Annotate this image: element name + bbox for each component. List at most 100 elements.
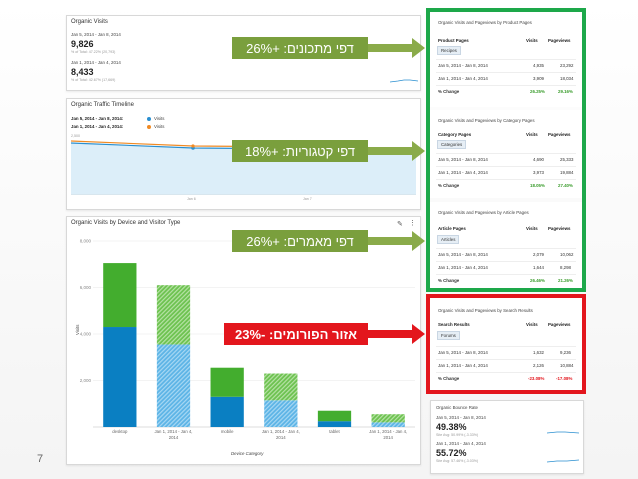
x-tick-label: 2014: [276, 435, 286, 440]
legend-metric: Visits: [154, 124, 165, 129]
x-tick-label: 2014: [169, 435, 179, 440]
col-header: Pageviews: [548, 322, 571, 327]
metric-value: 55.72%: [436, 448, 467, 458]
green-highlight-frame: [426, 8, 586, 292]
row-pageviews: 19,884: [560, 170, 574, 175]
bar-segment-series-1[interactable]: [156, 344, 191, 427]
category-pages-table: Organic Visits and Pageviews by Category…: [430, 110, 582, 198]
col-header: Visits: [526, 132, 538, 137]
x-tick-label: 2014: [383, 435, 393, 440]
metric-sub: % of Total: 47.22% (20,793): [71, 50, 116, 54]
bar-segment-series-2[interactable]: [210, 367, 244, 397]
x-tick-label: mobile: [221, 429, 234, 434]
filter-pill[interactable]: Categories: [437, 140, 467, 149]
table-row: Jan 5, 2014 - Jan 8, 2014 4,690 25,333: [436, 153, 576, 164]
legend-dates: Jan 1, 2014 - Jan 4, 2014:: [71, 124, 124, 129]
row-pageviews: 10,062: [560, 252, 574, 257]
callout-forums: אזור הפורומים: -23%: [224, 323, 368, 345]
table-row: Jan 5, 2014 - Jan 8, 2014 4,935 23,292: [436, 59, 576, 70]
col-header: Visits: [526, 38, 538, 43]
col-header: Pageviews: [548, 132, 571, 137]
change-row: % Change 26.25% 29.16%: [436, 85, 576, 96]
table-title: Organic Visits and Pageviews by Article …: [438, 210, 529, 215]
legend-dot-orange: [147, 125, 151, 129]
date-range: Jan 1, 2014 - Jan 4, 2014: [71, 60, 121, 65]
search-results-table: Organic Visits and Pageviews by Search R…: [430, 298, 582, 391]
panel-title: Organic Visits by Device and Visitor Typ…: [71, 220, 181, 226]
legend-dates: Jan 5, 2014 - Jan 8, 2014:: [71, 116, 124, 121]
change-visits: 26.25%: [530, 89, 545, 94]
change-visits: 18.05%: [530, 183, 545, 188]
col-header: Pageviews: [548, 226, 571, 231]
row-label: Jan 1, 2014 - Jan 4, 2014: [438, 170, 488, 175]
x-tick: Jan 7: [303, 197, 312, 201]
row-label: Jan 5, 2014 - Jan 8, 2014: [438, 252, 488, 257]
bar-segment-series-1[interactable]: [210, 396, 244, 427]
bar-segment-series-2[interactable]: [317, 410, 352, 422]
y-tick-label: 6,000: [80, 285, 92, 290]
arrow-green-2: [368, 141, 425, 161]
row-label: Jan 1, 2014 - Jan 4, 2014: [438, 76, 488, 81]
table-title: Organic Visits and Pageviews by Search R…: [438, 308, 533, 313]
col-header: Visits: [526, 226, 538, 231]
date-range: Jan 5, 2014 - Jan 8, 2014: [436, 415, 486, 420]
change-visits: 26.46%: [530, 278, 545, 283]
row-label: Jan 5, 2014 - Jan 8, 2014: [438, 157, 488, 162]
row-pageviews: 9,236: [560, 350, 571, 355]
product-pages-table: Organic Visits and Pageviews by Product …: [430, 12, 582, 107]
col-header: Search Results: [438, 322, 470, 327]
red-highlight-frame: [426, 294, 586, 394]
table-title: Organic Visits and Pageviews by Product …: [438, 20, 532, 25]
col-header: Category Pages: [438, 132, 472, 137]
row-visits: 3,909: [533, 76, 544, 81]
metric-sub: Site Avg: 50.99% (-3.33%): [436, 433, 479, 437]
row-pageviews: 25,333: [560, 157, 574, 162]
bar-segment-series-1[interactable]: [103, 327, 137, 427]
callout-recipes: דפי מתכונים: +26%: [232, 37, 368, 59]
more-icon[interactable]: ⋮: [409, 220, 416, 227]
row-visits: 1,632: [533, 350, 544, 355]
date-range: Jan 5, 2014 - Jan 8, 2014: [71, 32, 121, 37]
table-row: Jan 1, 2014 - Jan 4, 2014 1,644 8,298: [436, 261, 576, 272]
filter-pill[interactable]: Recipes: [437, 46, 461, 55]
metric-sub: % of Total: 42.67% (17,669): [71, 78, 116, 82]
bounce-rate-panel: Organic Bounce Rate Jan 5, 2014 - Jan 8,…: [430, 400, 584, 474]
y-tick-label: 8,000: [80, 239, 92, 244]
row-label: Jan 5, 2014 - Jan 8, 2014: [438, 350, 488, 355]
row-visits: 4,690: [533, 157, 544, 162]
change-pageviews: 29.16%: [558, 89, 573, 94]
panel-title: Organic Traffic Timeline: [71, 102, 134, 108]
row-visits: 3,973: [533, 170, 544, 175]
callout-categories: דפי קטגוריות: +18%: [232, 140, 368, 162]
edit-icon[interactable]: ✎: [397, 221, 403, 228]
row-visits: 2,079: [533, 252, 544, 257]
panel-title: Organic Bounce Rate: [436, 405, 478, 410]
bar-segment-series-2[interactable]: [371, 414, 405, 423]
filter-pill[interactable]: Articles: [437, 235, 460, 244]
sparkline-icon: [390, 79, 418, 83]
table-title: Organic Visits and Pageviews by Category…: [438, 118, 535, 123]
sparkline-icon: [547, 459, 579, 463]
table-row: Jan 1, 2014 - Jan 4, 2014 3,973 19,884: [436, 166, 576, 177]
change-label: % Change: [438, 183, 460, 188]
panel-title: Organic Visits: [71, 19, 108, 25]
bar-segment-series-1[interactable]: [317, 421, 352, 427]
bar-segment-series-2[interactable]: [103, 263, 137, 328]
metric-value: 9,826: [71, 39, 94, 49]
col-header: Visits: [526, 322, 538, 327]
y-tick: 2,500: [71, 134, 80, 138]
bar-segment-series-1[interactable]: [371, 422, 405, 427]
x-tick-label: desktop: [112, 429, 128, 434]
bar-segment-series-1[interactable]: [264, 400, 298, 427]
row-visits: 4,935: [533, 63, 544, 68]
change-pageviews: 27.40%: [558, 183, 573, 188]
change-row: % Change -23.08% -17.08%: [436, 372, 576, 383]
row-pageviews: 23,292: [560, 63, 574, 68]
row-visits: 1,644: [533, 265, 544, 270]
bar-segment-series-2[interactable]: [156, 285, 191, 345]
row-label: Jan 5, 2014 - Jan 8, 2014: [438, 63, 488, 68]
bar-segment-series-2[interactable]: [264, 373, 298, 401]
date-range: Jan 1, 2014 - Jan 4, 2014: [436, 441, 486, 446]
filter-pill[interactable]: Forums: [437, 331, 460, 340]
